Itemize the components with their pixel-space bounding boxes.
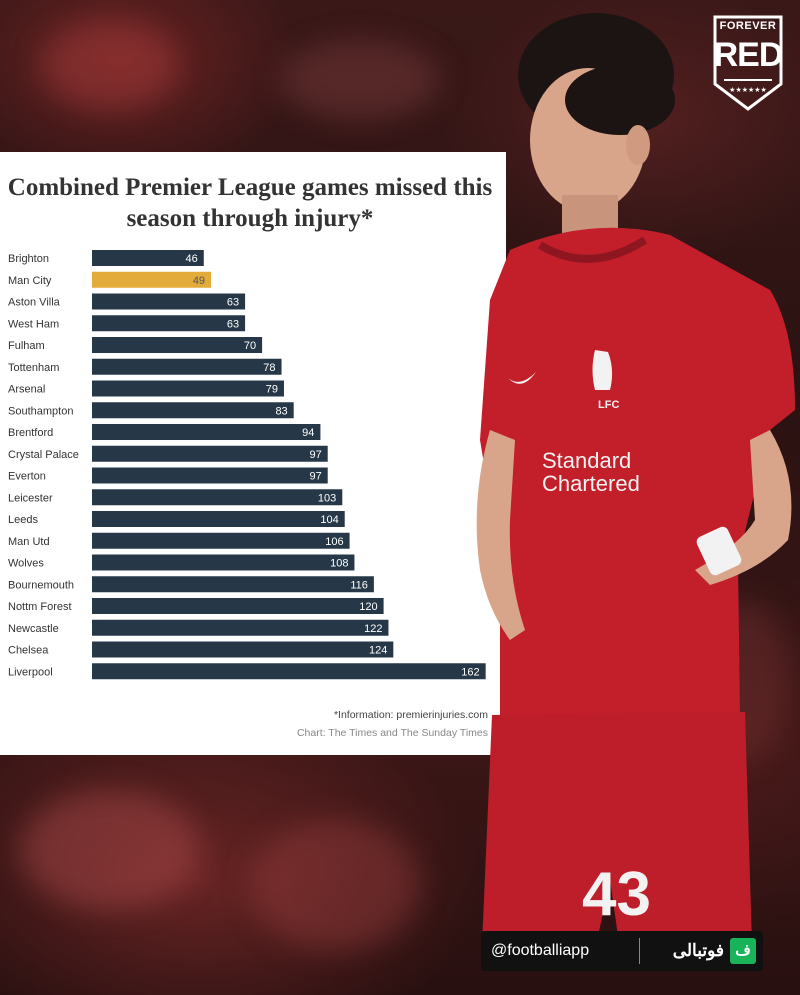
category-label: Newcastle xyxy=(8,623,59,635)
bar-value-label: 97 xyxy=(309,471,321,483)
bar-value-label: 78 xyxy=(263,362,275,374)
chart-card: Brighton 46 Man City 49 Aston Villa 63 West Ha… xyxy=(0,152,506,755)
bar-value-label: 70 xyxy=(244,340,256,352)
watermark-app-name: فوتبالی xyxy=(672,941,724,960)
shield-icon: ★★★★★★ xyxy=(713,15,783,111)
logo-line1: FOREVER xyxy=(719,20,777,32)
player-right-arm xyxy=(695,430,792,585)
bar-value-label: 108 xyxy=(330,558,348,570)
bar-value-label: 94 xyxy=(302,427,314,439)
bar xyxy=(92,380,284,397)
forever-red-logo: ★★★★★★ FOREVER RED xyxy=(712,14,784,112)
bar xyxy=(92,402,294,419)
background-blur-spot xyxy=(280,40,440,120)
bar-value-label: 106 xyxy=(325,536,343,548)
bar-value-label: 103 xyxy=(318,492,336,504)
category-label: Liverpool xyxy=(8,666,53,678)
bar-value-label: 124 xyxy=(369,645,387,657)
category-label: Wolves xyxy=(8,558,44,570)
category-label: Southampton xyxy=(8,405,73,417)
bar-value-label: 49 xyxy=(193,275,205,287)
bar-value-label: 104 xyxy=(320,514,338,526)
bar-value-label: 122 xyxy=(364,623,382,635)
category-label: Leicester xyxy=(8,492,53,504)
bar xyxy=(92,641,394,658)
category-label: Arsenal xyxy=(8,384,45,396)
category-label: Tottenham xyxy=(8,362,59,374)
category-label: Man Utd xyxy=(8,536,50,548)
category-label: Everton xyxy=(8,471,46,483)
credit-footnote: Chart: The Times and The Sunday Times xyxy=(296,727,488,739)
bar-chart: Brighton 46 Man City 49 Aston Villa 63 West Ha… xyxy=(8,250,486,680)
bar xyxy=(92,598,384,614)
footballi-watermark: @footballiapp فوتبالی ف xyxy=(481,931,763,971)
background-blur-spot xyxy=(250,820,420,950)
chart-title: Combined Premier League games missed thi… xyxy=(7,174,493,232)
sponsor-line2: Chartered xyxy=(542,471,640,496)
bar xyxy=(92,424,321,440)
svg-text:★★★★★★: ★★★★★★ xyxy=(729,86,767,94)
bar xyxy=(92,576,374,593)
category-label: Crystal Palace xyxy=(8,449,79,461)
bar xyxy=(92,271,212,288)
category-label: Chelsea xyxy=(8,645,49,657)
category-label: Fulham xyxy=(8,340,45,352)
bar-value-label: 162 xyxy=(461,666,479,678)
watermark-handle: @footballiapp xyxy=(491,942,590,959)
background-blur-spot xyxy=(40,20,180,110)
bar-value-label: 83 xyxy=(275,405,287,417)
category-label: Nottm Forest xyxy=(8,601,72,613)
category-label: Bournemouth xyxy=(8,579,74,591)
bar-value-label: 116 xyxy=(350,579,368,591)
player-left-arm xyxy=(476,430,525,640)
category-label: Aston Villa xyxy=(8,297,61,309)
bar xyxy=(92,467,328,484)
bar-value-label: 79 xyxy=(266,384,278,396)
bar-value-label: 63 xyxy=(227,297,239,309)
player-shorts xyxy=(482,712,752,950)
swoosh-icon xyxy=(508,372,536,384)
source-footnote: *Information: premierinjuries.com xyxy=(333,709,488,721)
bar xyxy=(92,619,389,636)
watermark-divider xyxy=(639,938,640,964)
player-illustration: LFC Standard Chartered 43 xyxy=(476,13,795,950)
bar xyxy=(92,554,355,571)
bar xyxy=(92,532,350,549)
bar-value-label: 97 xyxy=(309,449,321,461)
bar xyxy=(92,293,246,310)
bar-value-label: 63 xyxy=(227,318,239,330)
crest-label: LFC xyxy=(598,399,619,411)
bar-value-label: 46 xyxy=(186,253,198,265)
category-label: Brighton xyxy=(8,253,49,265)
category-label: Man City xyxy=(8,275,52,287)
category-label: Leeds xyxy=(8,514,38,526)
logo-line2: RED xyxy=(713,36,784,74)
bar xyxy=(92,489,343,506)
bar xyxy=(92,358,282,375)
category-label: Brentford xyxy=(8,427,53,439)
bar xyxy=(92,445,328,462)
player-shirt xyxy=(480,227,795,725)
bar xyxy=(92,663,486,680)
shorts-number: 43 xyxy=(582,860,651,929)
bar-value-label: 120 xyxy=(359,601,377,613)
sponsor-line1: Standard xyxy=(542,448,631,473)
category-label: West Ham xyxy=(8,318,59,330)
background-blur-spot xyxy=(20,790,200,910)
bar xyxy=(92,315,246,332)
bar xyxy=(92,337,263,353)
lfc-crest xyxy=(592,350,613,390)
bar xyxy=(92,511,345,527)
footballi-logo-icon: ف xyxy=(730,938,756,964)
bar xyxy=(92,250,204,266)
